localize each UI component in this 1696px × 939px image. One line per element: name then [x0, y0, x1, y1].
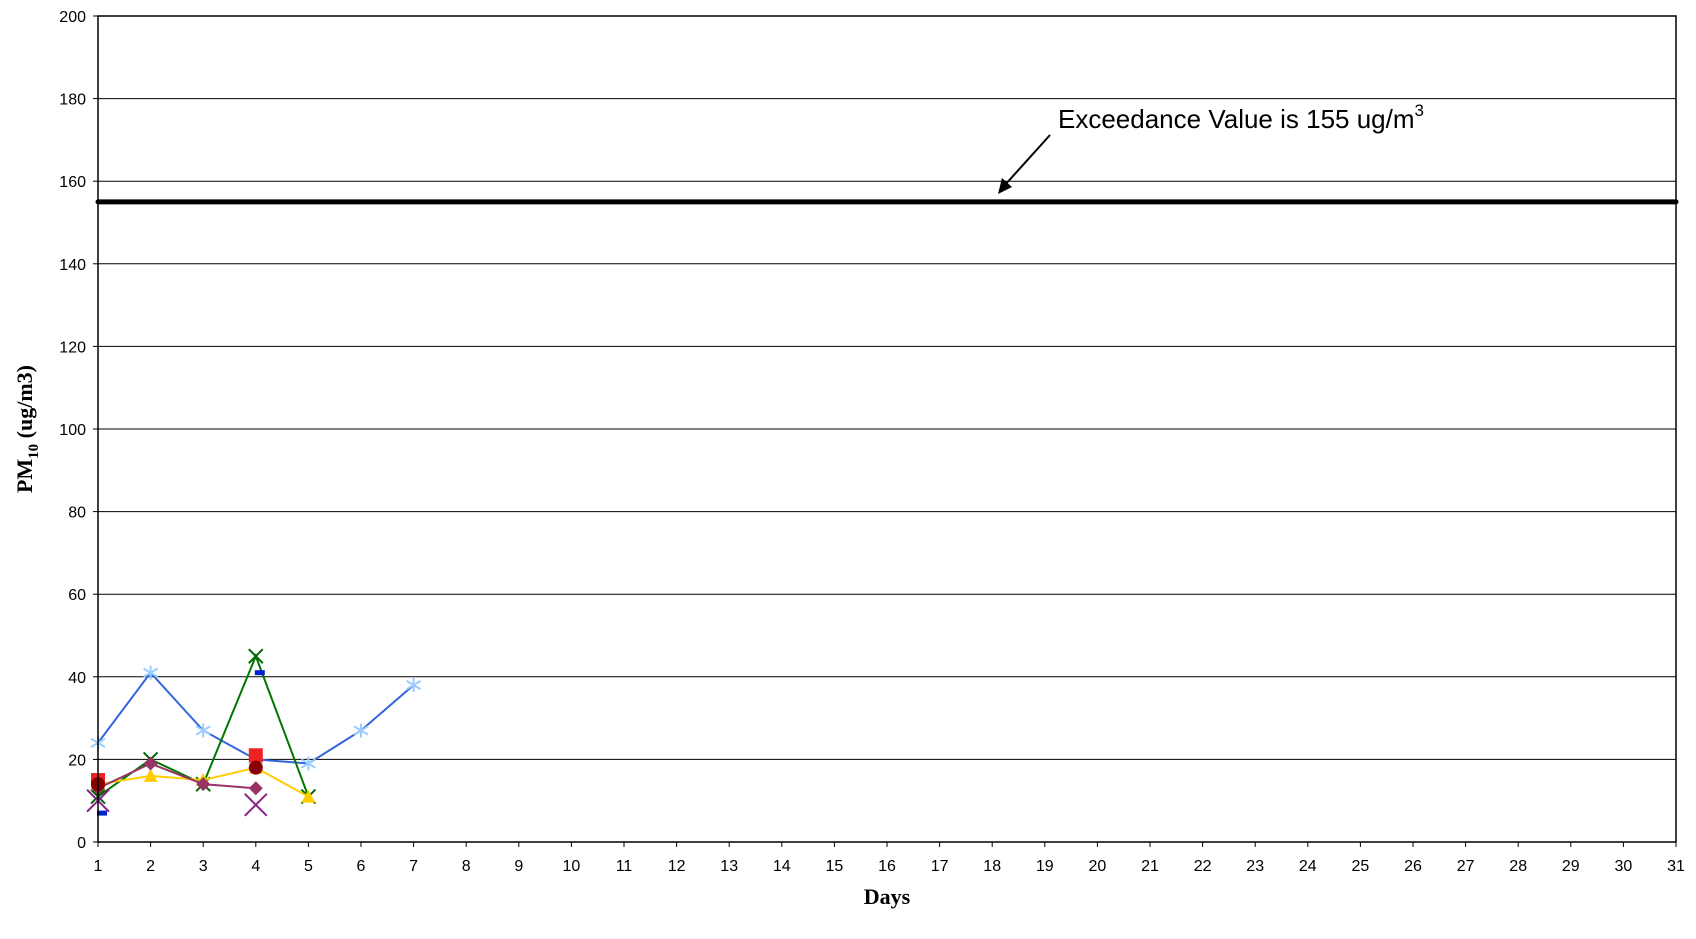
y-axis-title-sub: 10 — [26, 444, 42, 459]
series-4 — [91, 756, 263, 796]
ytick-label-60: 60 — [68, 587, 86, 604]
xtick-label-8: 8 — [462, 858, 471, 875]
series-layer — [86, 648, 422, 817]
series-2-point-4 — [248, 648, 264, 664]
series-5-point-2 — [248, 748, 263, 763]
xtick-label-2: 2 — [146, 858, 155, 875]
series-6-point-2 — [248, 760, 263, 775]
threshold-annotation-arrow — [998, 134, 1051, 194]
threshold-annotation-sup: 3 — [1415, 101, 1424, 120]
xtick-label-22: 22 — [1194, 858, 1212, 875]
ytick-label-40: 40 — [68, 670, 86, 687]
xtick-label-4: 4 — [251, 858, 260, 875]
xtick-label-26: 26 — [1404, 858, 1422, 875]
xtick-label-20: 20 — [1089, 858, 1107, 875]
xtick-label-28: 28 — [1509, 858, 1527, 875]
series-4-line — [97, 762, 256, 790]
ytick-label-20: 20 — [68, 752, 86, 769]
xtick-label-13: 13 — [720, 858, 738, 875]
series-3-point-2 — [143, 768, 158, 782]
y-axis-title: PM10 (ug/m3) — [12, 365, 42, 493]
ytick-label-0: 0 — [77, 835, 86, 852]
series-8-point-2 — [244, 793, 268, 817]
threshold-annotation-text: Exceedance Value is 155 ug/m — [1058, 104, 1415, 134]
ytick-label-160: 160 — [59, 174, 86, 191]
xtick-label-10: 10 — [563, 858, 581, 875]
xtick-label-3: 3 — [199, 858, 208, 875]
xtick-label-14: 14 — [773, 858, 791, 875]
y-axis-title-main: PM — [12, 459, 37, 493]
grid-lines — [98, 98, 1676, 760]
xtick-label-7: 7 — [409, 858, 418, 875]
y-axis-title-rest: (ug/m3) — [12, 365, 37, 444]
xtick-label-6: 6 — [357, 858, 366, 875]
series-4-point-2 — [143, 756, 158, 771]
ytick-label-140: 140 — [59, 257, 86, 274]
ytick-label-120: 120 — [59, 339, 86, 356]
series-3-point-5 — [301, 789, 316, 803]
series-7 — [97, 670, 265, 816]
series-7-point-1 — [97, 810, 107, 816]
y-axis-ticks: 0 20 40 60 80 100 120 140 160 180 200 — [59, 9, 98, 852]
xtick-label-29: 29 — [1562, 858, 1580, 875]
xtick-label-5: 5 — [304, 858, 313, 875]
series-8 — [86, 788, 268, 817]
ytick-label-80: 80 — [68, 505, 86, 522]
series-1-point-3 — [195, 723, 211, 738]
xtick-label-12: 12 — [668, 858, 686, 875]
series-1-point-6 — [353, 723, 369, 738]
xtick-label-17: 17 — [931, 858, 949, 875]
series-1-point-2 — [143, 665, 159, 680]
xtick-label-24: 24 — [1299, 858, 1317, 875]
xtick-label-15: 15 — [826, 858, 844, 875]
xtick-label-31: 31 — [1667, 858, 1685, 875]
series-4-point-3 — [196, 777, 211, 792]
xtick-label-25: 25 — [1352, 858, 1370, 875]
threshold-annotation: Exceedance Value is 155 ug/m3 — [1058, 101, 1424, 134]
series-7-point-2 — [254, 670, 265, 676]
series-1-point-7 — [406, 678, 422, 693]
xtick-label-23: 23 — [1246, 858, 1264, 875]
xtick-label-19: 19 — [1036, 858, 1054, 875]
xtick-label-27: 27 — [1457, 858, 1475, 875]
series-1-point-5 — [300, 756, 316, 771]
x-axis-ticks: 1 2 3 4 5 6 7 8 9 10 11 12 13 14 15 16 17 18 19 20 21 22 23 24 2… — [94, 842, 1685, 875]
xtick-label-18: 18 — [983, 858, 1001, 875]
ytick-label-100: 100 — [59, 422, 86, 439]
ytick-label-200: 200 — [59, 9, 86, 26]
xtick-label-16: 16 — [878, 858, 896, 875]
xtick-label-11: 11 — [616, 858, 633, 875]
x-axis-title: Days — [864, 884, 911, 909]
xtick-label-21: 21 — [1141, 858, 1159, 875]
series-4-point-4 — [248, 781, 263, 796]
series-6 — [91, 760, 263, 792]
xtick-label-30: 30 — [1615, 858, 1633, 875]
xtick-label-9: 9 — [514, 858, 523, 875]
xtick-label-1: 1 — [94, 858, 103, 875]
ytick-label-180: 180 — [59, 92, 86, 109]
